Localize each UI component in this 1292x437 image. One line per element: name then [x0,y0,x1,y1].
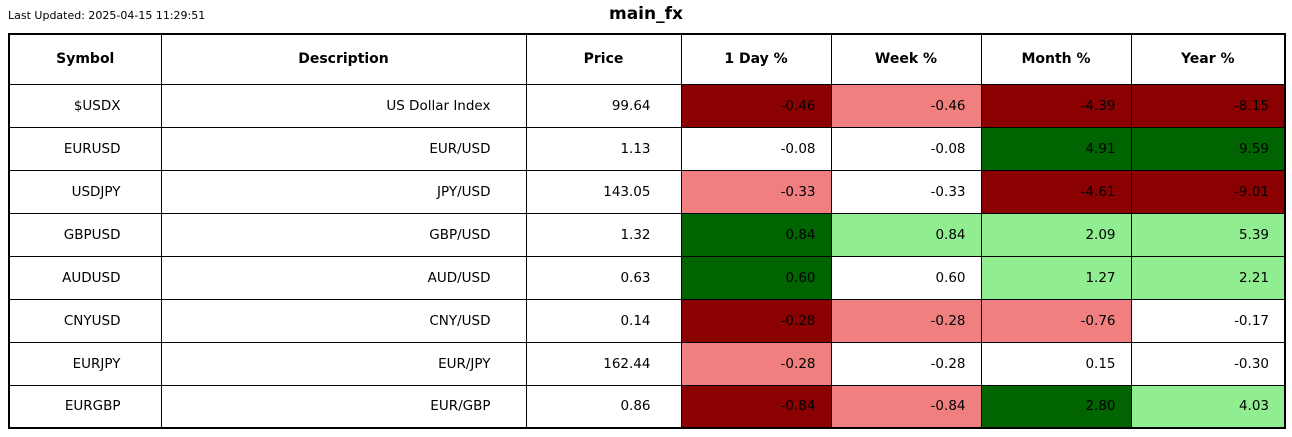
day-pct-cell: -0.28 [680,298,832,343]
month-pct-cell: 2.09 [980,212,1132,257]
symbol-cell: GBPUSD [8,212,162,257]
month-pct-cell: 1.27 [980,255,1132,300]
description-cell: CNY/USD [160,298,527,343]
symbol-cell: CNYUSD [8,298,162,343]
description-cell: EUR/GBP [160,384,527,429]
symbol-cell: $USDX [8,83,162,128]
week-pct-cell: -0.84 [830,384,982,429]
table-row: AUDUSD AUD/USD 0.63 0.60 0.60 1.27 2.21 [8,255,1286,300]
year-pct-cell: -8.15 [1130,83,1286,128]
year-pct-cell: 2.21 [1130,255,1286,300]
table-row: EURGBP EUR/GBP 0.86 -0.84 -0.84 2.80 4.03 [8,384,1286,429]
table-row: GBPUSD GBP/USD 1.32 0.84 0.84 2.09 5.39 [8,212,1286,257]
day-pct-cell: -0.33 [680,169,832,214]
page-title: main_fx [609,4,683,24]
description-cell: GBP/USD [160,212,527,257]
symbol-cell: EURUSD [8,126,162,171]
day-pct-cell: -0.28 [680,341,832,386]
table-row: EURUSD EUR/USD 1.13 -0.08 -0.08 4.91 9.59 [8,126,1286,171]
last-updated-label: Last Updated: 2025-04-15 11:29:51 [8,9,206,22]
year-pct-cell: 4.03 [1130,384,1286,429]
symbol-cell: EURJPY [8,341,162,386]
day-pct-cell: -0.84 [680,384,832,429]
week-pct-cell: 0.60 [830,255,982,300]
price-cell: 162.44 [525,341,682,386]
symbol-cell: EURGBP [8,384,162,429]
price-cell: 0.14 [525,298,682,343]
price-cell: 0.63 [525,255,682,300]
day-pct-cell: 0.84 [680,212,832,257]
year-pct-cell: -0.30 [1130,341,1286,386]
year-pct-cell: 9.59 [1130,126,1286,171]
month-pct-cell: -4.61 [980,169,1132,214]
symbol-cell: USDJPY [8,169,162,214]
column-header: Symbol [8,33,162,85]
fx-heatmap-table: Symbol Description Price 1 Day % Week % Month… [8,33,1286,429]
table-row: USDJPY JPY/USD 143.05 -0.33 -0.33 -4.61 -9.01 [8,169,1286,214]
price-cell: 1.13 [525,126,682,171]
price-cell: 99.64 [525,83,682,128]
week-pct-cell: 0.84 [830,212,982,257]
column-header: Month % [980,33,1132,85]
week-pct-cell: -0.28 [830,341,982,386]
day-pct-cell: -0.46 [680,83,832,128]
month-pct-cell: 2.80 [980,384,1132,429]
year-pct-cell: -0.17 [1130,298,1286,343]
description-cell: JPY/USD [160,169,527,214]
topbar: Last Updated: 2025-04-15 11:29:51 main_f… [0,0,1292,31]
month-pct-cell: -0.76 [980,298,1132,343]
year-pct-cell: -9.01 [1130,169,1286,214]
description-cell: US Dollar Index [160,83,527,128]
description-cell: AUD/USD [160,255,527,300]
price-cell: 0.86 [525,384,682,429]
week-pct-cell: -0.08 [830,126,982,171]
description-cell: EUR/USD [160,126,527,171]
header-row: Symbol Description Price 1 Day % Week % Month… [8,33,1286,85]
column-header: Week % [830,33,982,85]
price-cell: 143.05 [525,169,682,214]
week-pct-cell: -0.28 [830,298,982,343]
price-cell: 1.32 [525,212,682,257]
table-row: $USDX US Dollar Index 99.64 -0.46 -0.46 -4.39… [8,83,1286,128]
symbol-cell: AUDUSD [8,255,162,300]
column-header: Description [160,33,527,85]
week-pct-cell: -0.33 [830,169,982,214]
day-pct-cell: 0.60 [680,255,832,300]
column-header: Year % [1130,33,1286,85]
column-header: Price [525,33,682,85]
description-cell: EUR/JPY [160,341,527,386]
week-pct-cell: -0.46 [830,83,982,128]
day-pct-cell: -0.08 [680,126,832,171]
table-row: CNYUSD CNY/USD 0.14 -0.28 -0.28 -0.76 -0.17 [8,298,1286,343]
month-pct-cell: 0.15 [980,341,1132,386]
table-row: EURJPY EUR/JPY 162.44 -0.28 -0.28 0.15 -0.30 [8,341,1286,386]
month-pct-cell: -4.39 [980,83,1132,128]
month-pct-cell: 4.91 [980,126,1132,171]
year-pct-cell: 5.39 [1130,212,1286,257]
column-header: 1 Day % [680,33,832,85]
